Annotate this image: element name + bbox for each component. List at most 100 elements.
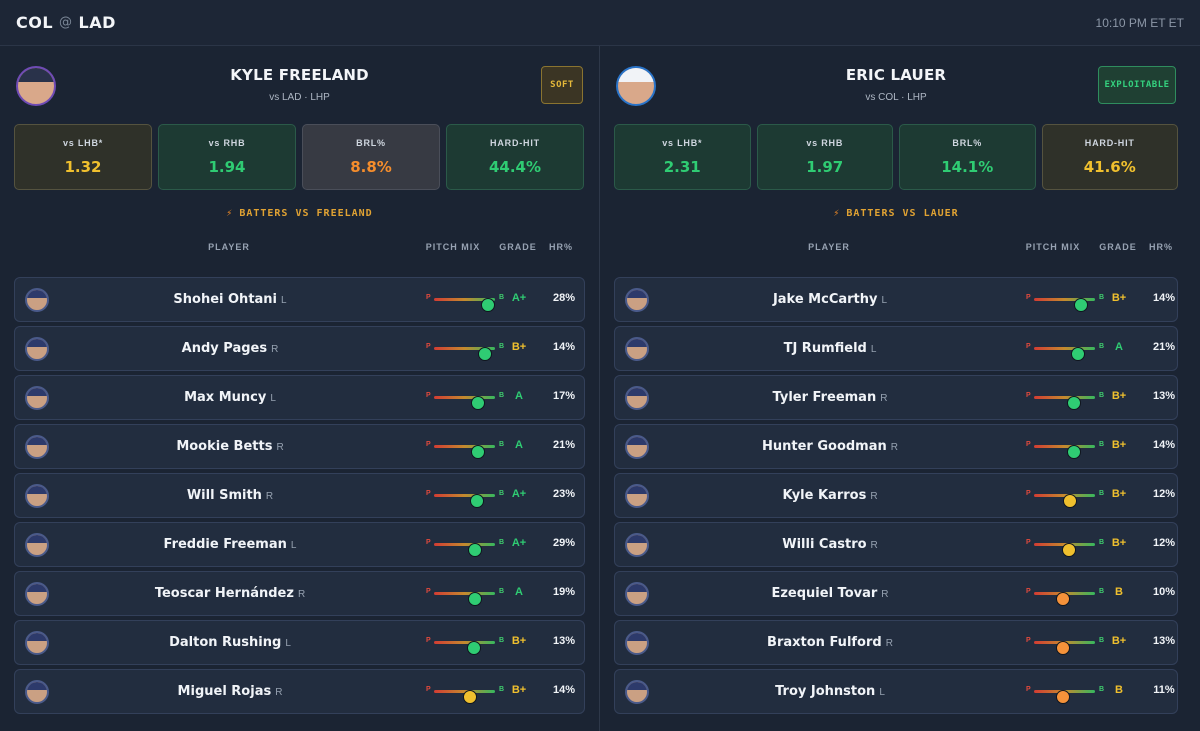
stat-value: 8.8% xyxy=(350,158,392,176)
batter-name-cell: Tyler Freeman R xyxy=(615,390,1045,405)
batter-avatar xyxy=(25,484,49,508)
batter-row[interactable]: Kyle Karros R P B B+ 12% xyxy=(614,473,1178,518)
batter-hand: R xyxy=(880,393,888,404)
batter-row[interactable]: Max Muncy L P B A 17% xyxy=(14,375,585,420)
batter-row[interactable]: Ezequiel Tovar R P B B 10% xyxy=(614,571,1178,616)
mix-label-p: P xyxy=(426,588,431,595)
mix-indicator-dot xyxy=(469,494,484,508)
batter-row[interactable]: Braxton Fulford R P B B+ 13% xyxy=(614,620,1178,665)
batter-name: Mookie Betts xyxy=(176,439,273,454)
batter-hand: L xyxy=(281,295,287,306)
pitcher-subtitle: vs LAD · LHP xyxy=(269,92,330,103)
stat-label: vs LHB* xyxy=(662,138,703,148)
mix-label-b: B xyxy=(1098,686,1104,693)
batter-row[interactable]: Will Smith R P B A+ 23% xyxy=(14,473,585,518)
batter-name: Shohei Ohtani xyxy=(173,292,278,307)
batter-row[interactable]: Miguel Rojas R P B B+ 14% xyxy=(14,669,585,714)
batter-name: Willi Castro xyxy=(782,537,867,552)
batter-grade: B+ xyxy=(1111,635,1127,647)
section-title-text: BATTERS VS LAUER xyxy=(846,208,959,219)
batter-hand: R xyxy=(297,589,306,600)
batter-name: Andy Pages xyxy=(181,341,268,356)
mix-indicator-dot xyxy=(477,347,492,361)
batter-row[interactable]: Freddie Freeman L P B A+ 29% xyxy=(14,522,585,567)
batter-row[interactable]: Jake McCarthy L P B B+ 14% xyxy=(614,277,1178,322)
batter-row[interactable]: Tyler Freeman R P B B+ 13% xyxy=(614,375,1178,420)
mix-track xyxy=(1034,543,1095,557)
cap-icon xyxy=(618,68,654,83)
pitcher-subtitle: vs COL · LHP xyxy=(865,92,927,103)
batter-row[interactable]: Hunter Goodman R P B B+ 14% xyxy=(614,424,1178,469)
stat-value: 1.97 xyxy=(806,158,844,176)
batter-avatar xyxy=(25,337,49,361)
mix-label-b: B xyxy=(498,588,504,595)
batter-row[interactable]: Troy Johnston L P B B 11% xyxy=(614,669,1178,714)
batter-row[interactable]: Shohei Ohtani L P B A+ 28% xyxy=(14,277,585,322)
mix-indicator-dot xyxy=(1070,347,1085,361)
batter-hr-percent: 21% xyxy=(552,439,576,451)
batter-row[interactable]: TJ Rumfield L P B A 21% xyxy=(614,326,1178,371)
batter-name-cell: Shohei Ohtani L xyxy=(15,292,445,307)
section-title: ⚡ BATTERS VS FREELAND xyxy=(14,208,585,222)
section-title-text: BATTERS VS FREELAND xyxy=(239,208,373,219)
batter-avatar xyxy=(25,386,49,410)
batter-hand: R xyxy=(870,491,878,502)
batter-hr-percent: 12% xyxy=(1152,537,1176,549)
batter-grade: B+ xyxy=(1111,488,1127,500)
batter-avatar xyxy=(625,386,649,410)
mix-track xyxy=(434,690,495,704)
batter-name-cell: Dalton Rushing L xyxy=(15,635,445,650)
mix-track xyxy=(1034,298,1095,312)
game-time: 10:10 PM ET ET xyxy=(1095,15,1184,30)
mix-indicator-dot xyxy=(1073,298,1088,312)
batter-name-cell: TJ Rumfield L xyxy=(615,341,1045,356)
batter-avatar xyxy=(625,582,649,606)
batter-avatar xyxy=(25,288,49,312)
pitcher-header: ERIC LAUER vs COL · LHP EXPLOITABLE xyxy=(614,46,1178,124)
batter-name-cell: Andy Pages R xyxy=(15,341,445,356)
mix-indicator-dot xyxy=(468,543,483,557)
batter-hand: R xyxy=(890,442,898,453)
mix-track xyxy=(1034,347,1095,361)
batter-name-cell: Hunter Goodman R xyxy=(615,439,1045,454)
mix-track xyxy=(434,445,495,459)
stat-label: HARD-HIT xyxy=(1084,138,1135,148)
batter-grade: A xyxy=(515,586,523,598)
batter-name: Miguel Rojas xyxy=(177,684,272,699)
batter-grade: B xyxy=(1115,684,1123,696)
mix-label-b: B xyxy=(1098,588,1104,595)
stat-label: vs RHB xyxy=(806,138,844,148)
batter-name-cell: Ezequiel Tovar R xyxy=(615,586,1045,601)
mix-label-b: B xyxy=(498,441,504,448)
mix-indicator-dot xyxy=(1055,592,1070,606)
batter-row[interactable]: Andy Pages R P B B+ 14% xyxy=(14,326,585,371)
mix-label-p: P xyxy=(1026,343,1031,350)
batter-hand: L xyxy=(285,638,291,649)
pitcher-panel-left: KYLE FREELAND vs LAD · LHP SOFT vs LHB* 1.32… xyxy=(0,46,600,731)
batter-hand: L xyxy=(881,295,888,306)
batter-list: Shohei Ohtani L P B A+ 28% Andy Pages R P B B+ 14% M… xyxy=(14,277,585,714)
batter-avatar xyxy=(625,435,649,459)
mix-track xyxy=(434,347,495,361)
column-header-grade: GRADE xyxy=(1099,242,1137,252)
mix-label-b: B xyxy=(1098,343,1104,350)
stat-label: BRL% xyxy=(356,138,386,148)
batter-row[interactable]: Mookie Betts R P B A 21% xyxy=(14,424,585,469)
stat-card: BRL% 14.1% xyxy=(899,124,1036,190)
mix-label-p: P xyxy=(1026,686,1031,693)
mix-track xyxy=(1034,494,1095,508)
batter-hr-percent: 17% xyxy=(552,390,576,402)
batter-row[interactable]: Willi Castro R P B B+ 12% xyxy=(614,522,1178,567)
mix-track xyxy=(434,494,495,508)
batter-row[interactable]: Dalton Rushing L P B B+ 13% xyxy=(14,620,585,665)
lightning-icon: ⚡ xyxy=(833,208,841,219)
mix-indicator-dot xyxy=(470,445,485,459)
batter-row[interactable]: Teoscar Hernández R P B A 19% xyxy=(14,571,585,616)
